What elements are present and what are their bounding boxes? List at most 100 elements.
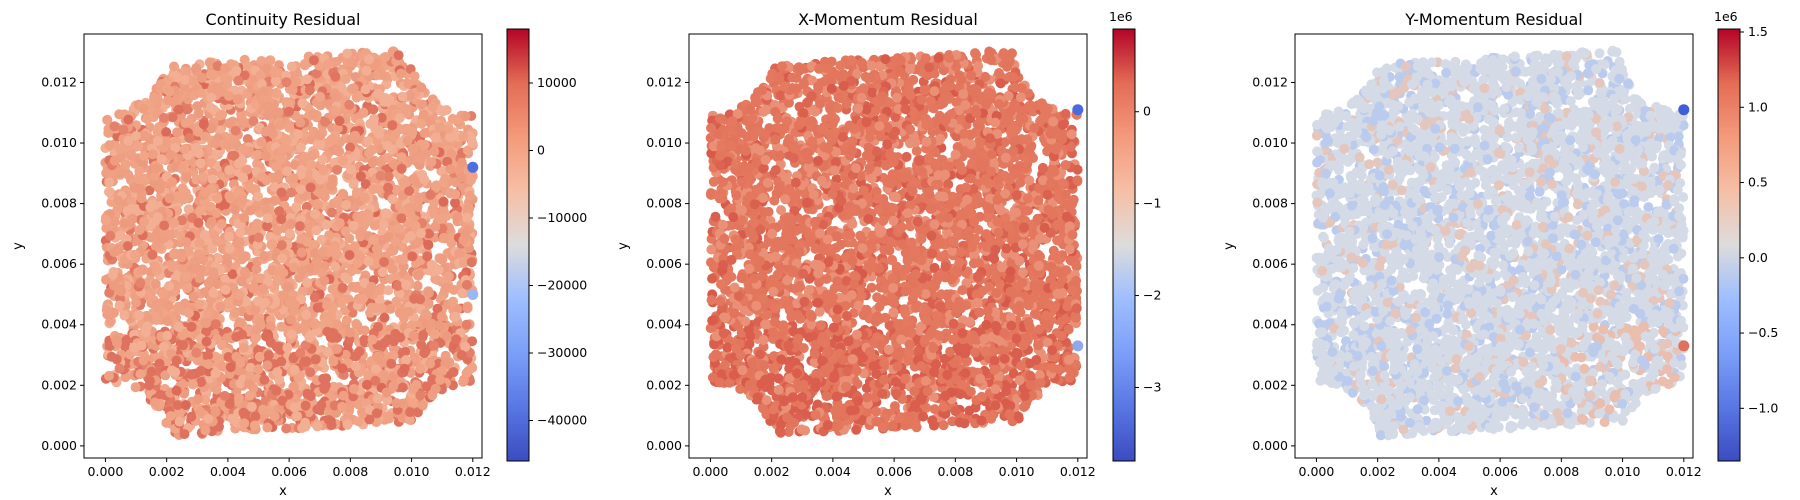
scatter-point <box>396 163 407 174</box>
scatter-point <box>289 381 300 392</box>
scatter-point <box>198 172 209 182</box>
scatter-point <box>368 184 379 195</box>
scatter-point <box>344 99 355 110</box>
scatter-point <box>413 269 424 280</box>
scatter-point <box>195 264 206 275</box>
scatter-point <box>460 341 471 352</box>
scatter-point <box>119 218 130 229</box>
scatter-point <box>158 341 169 352</box>
scatter-point <box>417 400 428 411</box>
scatter-point <box>109 121 120 132</box>
scatter-point <box>115 230 126 241</box>
scatter-point <box>301 309 312 320</box>
scatter-point <box>144 185 155 196</box>
scatter-point <box>452 304 463 314</box>
scatter-point <box>164 193 175 204</box>
scatter-point <box>123 114 134 125</box>
scatter-point <box>229 133 240 144</box>
scatter-point <box>330 106 341 117</box>
scatter-point <box>350 130 361 141</box>
scatter-point <box>137 264 148 275</box>
scatter-point <box>184 133 195 144</box>
scatter-point <box>227 269 238 280</box>
scatter-point <box>138 355 149 366</box>
scatter-point <box>251 324 262 335</box>
scatter-point <box>402 135 413 146</box>
scatter-point <box>181 271 191 282</box>
scatter-point <box>426 259 437 270</box>
scatter-point <box>311 68 322 79</box>
scatter-point <box>363 256 374 267</box>
scatter-point <box>134 310 145 321</box>
scatter-point <box>300 400 311 411</box>
scatter-point <box>302 74 313 85</box>
scatter-point <box>315 140 326 151</box>
scatter-point <box>104 177 115 188</box>
scatter-point <box>309 292 320 303</box>
scatter-point <box>425 358 436 369</box>
scatter-point <box>219 390 230 401</box>
scatter-point <box>466 257 477 268</box>
scatter-point <box>400 103 411 114</box>
scatter-point <box>435 374 446 385</box>
scatter-point <box>401 355 411 365</box>
scatter-point <box>311 225 322 236</box>
scatter-point <box>378 219 389 230</box>
scatter-point <box>427 101 438 112</box>
scatter-point <box>440 173 451 184</box>
scatter-point <box>337 282 348 293</box>
scatter-point <box>323 415 334 425</box>
scatter-point <box>186 321 197 332</box>
scatter-point <box>347 281 358 292</box>
scatter-point <box>179 298 190 309</box>
scatter-point <box>152 95 163 106</box>
scatter-point <box>284 106 294 117</box>
scatter-point <box>104 287 115 298</box>
scatter-point <box>392 281 403 291</box>
scatter-point <box>415 363 426 374</box>
scatter-point <box>101 223 112 234</box>
scatter-point <box>407 143 418 154</box>
scatter-point <box>286 61 297 72</box>
scatter-point <box>113 283 124 294</box>
scatter-point <box>254 317 265 327</box>
colorbar-tick-label: 10000 <box>537 75 577 90</box>
scatter-point <box>211 208 222 218</box>
scatter-point <box>134 166 145 177</box>
scatter-point <box>282 135 293 146</box>
scatter-point <box>311 256 322 267</box>
scatter-point <box>261 204 272 214</box>
scatter-point <box>276 154 287 165</box>
x-tick-label: 0.004 <box>210 464 246 479</box>
scatter-point <box>312 421 323 432</box>
scatter-point <box>430 383 441 394</box>
scatter-point <box>136 340 147 351</box>
scatter-point <box>269 181 280 192</box>
scatter-point <box>282 342 293 353</box>
scatter-point <box>363 54 374 65</box>
scatter-point <box>317 247 328 257</box>
scatter-point <box>253 232 264 243</box>
scatter-point <box>172 72 183 83</box>
scatter-point <box>437 365 448 376</box>
scatter-point <box>371 70 382 81</box>
scatter-point <box>364 148 374 159</box>
scatter-point <box>412 407 423 418</box>
scatter-point <box>188 76 199 87</box>
scatter-point <box>465 175 476 186</box>
scatter-point <box>193 217 204 228</box>
scatter-point <box>276 321 287 332</box>
scatter-point <box>382 395 393 406</box>
scatter-point <box>366 302 377 313</box>
scatter-point <box>364 214 375 225</box>
scatter-point <box>162 330 173 341</box>
scatter-point <box>189 90 200 101</box>
scatter-point <box>197 72 207 83</box>
scatter-point <box>136 193 147 204</box>
scatter-point <box>334 218 345 229</box>
scatter-point <box>237 329 247 340</box>
scatter-point <box>146 366 157 377</box>
scatter-point <box>210 407 221 418</box>
scatter-point <box>273 107 284 118</box>
scatter-point <box>324 230 335 241</box>
